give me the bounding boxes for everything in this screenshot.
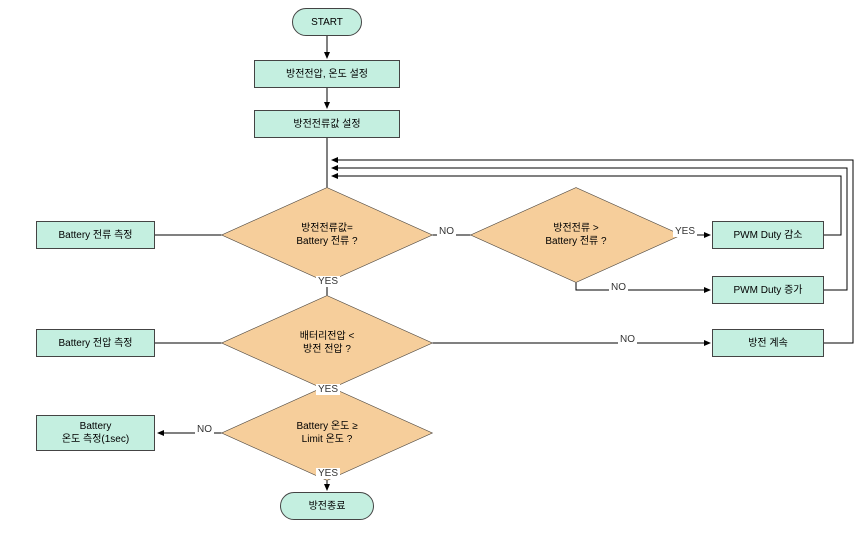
pwm-duty-decrease-label: PWM Duty 감소 xyxy=(734,229,803,242)
decision-current-gt: 방전전류 > Battery 전류 ? xyxy=(501,160,651,310)
start-label: START xyxy=(311,16,343,29)
pwm-duty-increase-node: PWM Duty 증가 xyxy=(712,276,824,304)
pwm-duty-increase-label: PWM Duty 증가 xyxy=(734,284,803,297)
flow-edges xyxy=(0,0,858,537)
decision-temp: Battery 온도 ≥ Limit 온도 ? xyxy=(252,358,402,508)
decision-current-eq-label: 방전전류값= Battery 전류 ? xyxy=(296,222,357,248)
decision-current-gt-label: 방전전류 > Battery 전류 ? xyxy=(545,222,606,248)
measure-voltage-node: Battery 전압 측정 xyxy=(36,329,155,357)
measure-current-node: Battery 전류 측정 xyxy=(36,221,155,249)
set-current-label: 방전전류값 설정 xyxy=(293,118,360,131)
set-voltage-temp-node: 방전전압, 온도 설정 xyxy=(254,60,400,88)
measure-current-label: Battery 전류 측정 xyxy=(58,229,132,242)
d1-no-label: NO xyxy=(437,226,456,237)
set-current-node: 방전전류값 설정 xyxy=(254,110,400,138)
start-node: START xyxy=(292,8,362,36)
pwm-duty-decrease-node: PWM Duty 감소 xyxy=(712,221,824,249)
measure-temp-node: Battery 온도 측정(1sec) xyxy=(36,415,155,451)
d1b-yes-label: YES xyxy=(673,226,697,237)
decision-voltage-label: 배터리전압 < 방전 전압 ? xyxy=(300,330,355,356)
decision-temp-label: Battery 온도 ≥ Limit 온도 ? xyxy=(296,420,357,446)
measure-temp-label: Battery 온도 측정(1sec) xyxy=(62,420,129,446)
continue-discharge-node: 방전 계속 xyxy=(712,329,824,357)
continue-discharge-label: 방전 계속 xyxy=(748,337,788,350)
d2-no-label: NO xyxy=(618,334,637,345)
d3-no-label: NO xyxy=(195,424,214,435)
measure-voltage-label: Battery 전압 측정 xyxy=(58,337,132,350)
set-voltage-temp-label: 방전전압, 온도 설정 xyxy=(286,68,368,81)
